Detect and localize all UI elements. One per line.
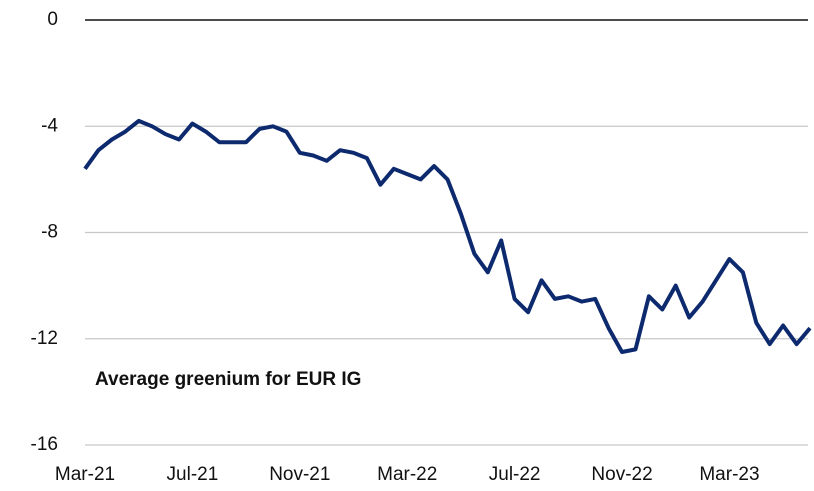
series-line — [83, 118, 812, 354]
x-tick-label: Jul-21 — [167, 464, 219, 485]
y-tick-label: -8 — [41, 222, 58, 243]
x-tick-label: Mar-23 — [699, 464, 759, 485]
y-tick-label: -16 — [31, 434, 58, 455]
x-tick-label: Mar-21 — [55, 464, 115, 485]
y-tick-label: -12 — [31, 328, 58, 349]
x-tick-label: Nov-22 — [591, 464, 652, 485]
y-tick-label: 0 — [47, 9, 58, 30]
x-tick-label: Jul-22 — [489, 464, 541, 485]
x-tick-label: Mar-22 — [377, 464, 437, 485]
x-tick-label: Nov-21 — [269, 464, 330, 485]
y-tick-label: -4 — [41, 115, 58, 136]
annotation: Average greenium for EUR IG — [95, 369, 361, 390]
